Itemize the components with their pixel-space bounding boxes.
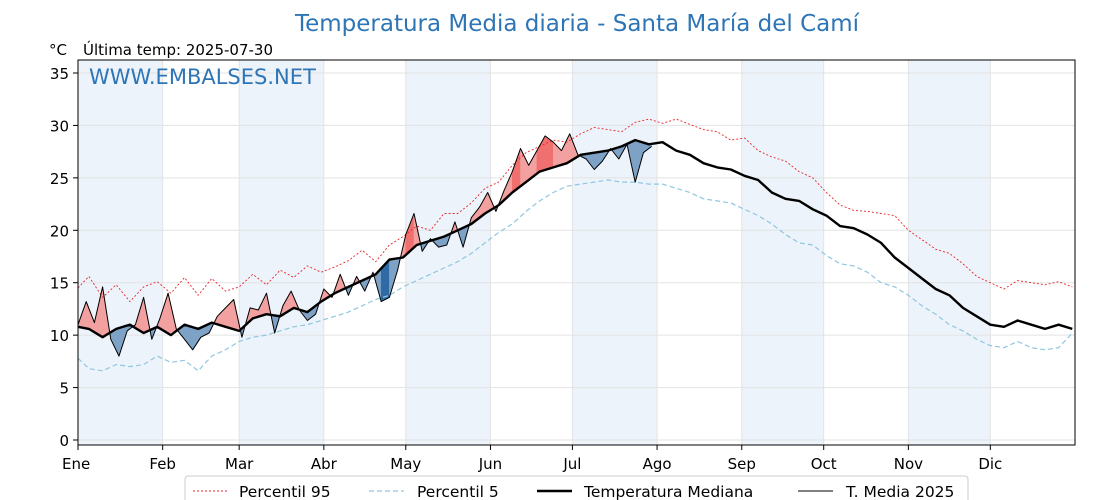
month-band xyxy=(572,60,658,445)
fill-above-median xyxy=(561,133,570,166)
fill-above-median xyxy=(536,134,546,175)
x-tick-label: Ago xyxy=(643,455,672,473)
series-line-year2025 xyxy=(77,133,652,357)
fill-below-median xyxy=(184,324,193,351)
legend-label-p5: Percentil 5 xyxy=(417,483,499,500)
month-band xyxy=(239,60,324,445)
month-band xyxy=(78,60,163,445)
x-tick-label: May xyxy=(390,455,421,473)
month-band xyxy=(405,60,491,445)
y-tick-label: 35 xyxy=(50,65,69,83)
y-tick-label: 15 xyxy=(50,275,69,293)
fill-below-median xyxy=(389,258,398,298)
series-lines xyxy=(77,118,1073,372)
series-line-p5 xyxy=(77,179,1073,372)
x-axis: Ene Feb Mar Abr May Jun Jul Ago Sep Oct Nov Dic xyxy=(62,445,1002,473)
y-tick-label: 5 xyxy=(59,380,69,398)
x-tick-label: Oct xyxy=(811,455,837,473)
legend-box xyxy=(184,475,969,500)
y-tick-label: 0 xyxy=(59,432,69,450)
x-tick-label: Dic xyxy=(978,455,1002,473)
x-tick-label: Nov xyxy=(894,455,923,473)
last-temp-label: Última temp: 2025-07-30 xyxy=(83,40,273,59)
y-tick-label: 25 xyxy=(50,170,69,188)
x-tick-label: Jun xyxy=(478,455,502,473)
x-tick-label: Feb xyxy=(149,455,176,473)
legend-label-median: Temperatura Mediana xyxy=(583,483,753,500)
x-tick-label: Abr xyxy=(311,455,338,473)
x-tick-label: Ene xyxy=(62,455,90,473)
month-band xyxy=(741,60,824,445)
plot-frame xyxy=(77,59,1076,446)
x-tick-label: Sep xyxy=(728,455,756,473)
anomaly-fills xyxy=(77,133,652,357)
series-line-p95 xyxy=(77,118,1073,303)
y-axis: 0 5 10 15 20 25 30 35 xyxy=(50,65,78,450)
month-bands xyxy=(78,60,991,445)
y-tick-label: 20 xyxy=(50,222,69,240)
x-tick-label: Mar xyxy=(225,455,254,473)
series-line-median xyxy=(77,138,1073,339)
chart-title: Temperatura Media diaria - Santa María d… xyxy=(294,11,860,37)
month-band xyxy=(908,60,991,445)
legend-label-2025: T. Media 2025 xyxy=(845,483,954,500)
unit-label: °C xyxy=(49,41,67,59)
watermark: WWW.EMBALSES.NET xyxy=(89,65,316,89)
legend: Percentil 95 Percentil 5 Temperatura Med… xyxy=(184,475,969,500)
legend-label-p95: Percentil 95 xyxy=(239,483,331,500)
y-tick-label: 30 xyxy=(50,117,69,135)
y-tick-label: 10 xyxy=(50,327,69,345)
x-tick-label: Jul xyxy=(562,455,581,473)
